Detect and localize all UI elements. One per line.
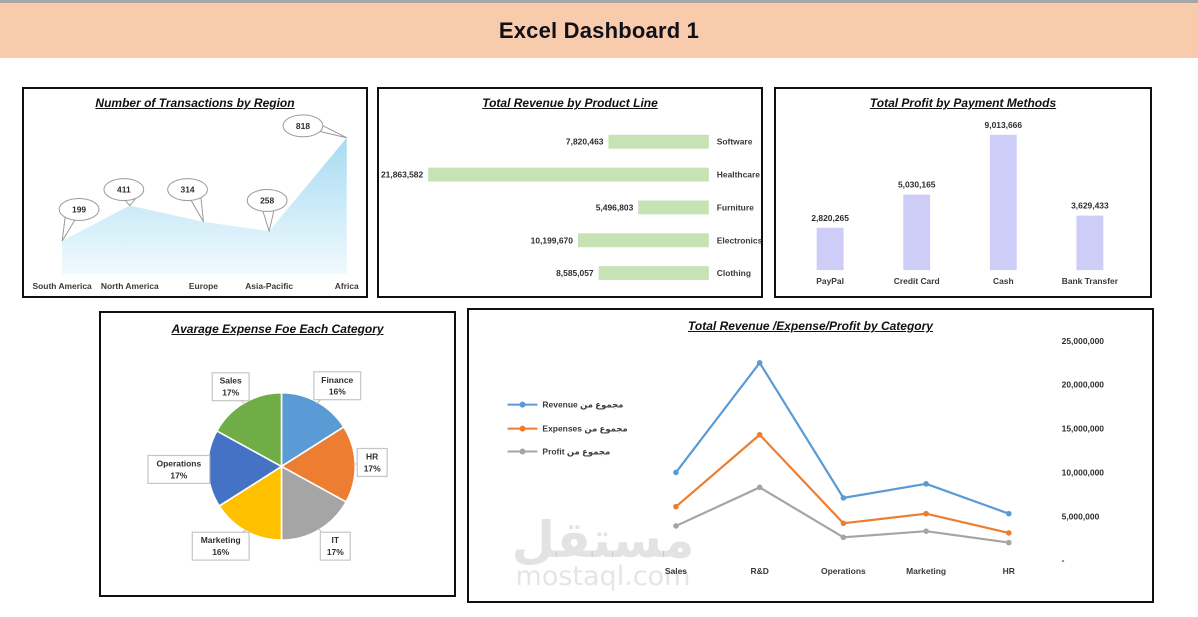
svg-text:20,000,000: 20,000,000 [1062,380,1105,390]
window-top-strip [0,0,1198,3]
svg-text:Marketing: Marketing [906,566,946,576]
expense-pie-chart: Finance 16% HR 17% IT 17% Marketing 16% Operatio… [147,371,388,561]
svg-text:9,013,666: 9,013,666 [985,120,1023,130]
svg-text:5,496,803: 5,496,803 [596,202,634,212]
svg-text:17%: 17% [364,463,381,473]
svg-text:818: 818 [296,121,310,131]
svg-text:Operations: Operations [157,458,202,468]
svg-text:IT: IT [332,535,340,545]
svg-text:Europe: Europe [189,281,218,291]
svg-text:Furniture: Furniture [717,202,754,212]
svg-text:Cash: Cash [993,276,1014,286]
svg-text:North America: North America [101,281,159,291]
svg-text:314: 314 [180,185,194,195]
profit-payment-bar-chart: 2,820,265 PayPal 5,030,165 Credit Card 9,013… [811,120,1119,286]
svg-text:R&D: R&D [750,566,768,576]
svg-text:15,000,000: 15,000,000 [1062,424,1105,434]
svg-text:25,000,000: 25,000,000 [1062,336,1105,346]
svg-text:South America: South America [33,281,93,291]
svg-text:17%: 17% [222,388,239,398]
svg-text:Electronics: Electronics [717,235,761,245]
svg-text:17%: 17% [327,547,344,557]
svg-text:PayPal: PayPal [816,276,844,286]
transactions-area-chart: South America North America Europe Asia-Pac… [33,114,359,291]
svg-text:411: 411 [117,185,131,195]
svg-text:Finance: Finance [321,375,353,385]
profit-payment-chart-title: Total Profit by Payment Methods [869,96,1057,110]
svg-text:7,820,463: 7,820,463 [566,137,604,147]
dashboard-header: Excel Dashboard 1 [0,3,1198,58]
expense-pie-chart-title: Avarage Expense Foe Each Category [171,322,384,336]
svg-text:Sales: Sales [220,376,242,386]
rev-exp-profit-chart-panel[interactable]: Total Revenue /Expense/Profit by Categor… [467,308,1154,603]
svg-text:Asia-Pacific: Asia-Pacific [245,281,293,291]
svg-text:10,000,000: 10,000,000 [1062,467,1105,477]
svg-text:258: 258 [260,195,274,205]
svg-text:Marketing: Marketing [201,535,241,545]
page-title: Excel Dashboard 1 [498,17,700,43]
revenue-product-bar-chart: 7,820,463 Software 21,863,582 Healthcare 5,4… [381,134,761,281]
transactions-chart-panel[interactable]: Number of Transactions by Region South A… [22,87,368,298]
svg-text:HR: HR [1003,566,1015,576]
svg-text:5,000,000: 5,000,000 [1062,511,1100,521]
revenue-product-chart-panel[interactable]: Total Revenue by Product Line 7,820,463 S… [377,87,763,298]
svg-text:Clothing: Clothing [717,268,751,278]
svg-text:Revenue مجموع من: Revenue مجموع من [542,400,623,411]
svg-text:17%: 17% [170,470,187,480]
svg-text:8,585,057: 8,585,057 [556,268,594,278]
svg-text:2,820,265: 2,820,265 [811,213,849,223]
expense-pie-chart-panel[interactable]: Avarage Expense Foe Each Category Financ… [99,311,456,597]
svg-text:16%: 16% [329,387,346,397]
svg-text:3,629,433: 3,629,433 [1071,201,1109,211]
svg-text:Africa: Africa [335,281,359,291]
svg-text:5,030,165: 5,030,165 [898,180,936,190]
svg-text:HR: HR [366,451,378,461]
svg-text:-: - [1062,555,1065,565]
svg-text:Sales: Sales [665,566,687,576]
svg-text:Credit Card: Credit Card [894,276,940,286]
svg-text:Operations: Operations [821,566,866,576]
svg-text:Expenses مجموع من: Expenses مجموع من [542,424,627,435]
svg-text:Healthcare: Healthcare [717,170,760,180]
svg-text:Bank Transfer: Bank Transfer [1062,276,1119,286]
svg-text:Software: Software [717,137,753,147]
svg-text:10,199,670: 10,199,670 [531,235,574,245]
svg-text:16%: 16% [212,547,229,557]
svg-text:21,863,582: 21,863,582 [381,170,424,180]
svg-text:199: 199 [72,204,86,214]
profit-payment-chart-panel[interactable]: Total Profit by Payment Methods 2,820,26… [774,87,1152,298]
revenue-product-chart-title: Total Revenue by Product Line [482,96,658,110]
transactions-chart-title: Number of Transactions by Region [95,96,295,110]
rev-exp-profit-chart-title: Total Revenue /Expense/Profit by Categor… [688,319,933,333]
svg-text:Profit مجموع من: Profit مجموع من [542,447,610,458]
rev-exp-profit-line-chart: 25,000,000 20,000,000 15,000,000 10,000,000… [507,336,1105,576]
